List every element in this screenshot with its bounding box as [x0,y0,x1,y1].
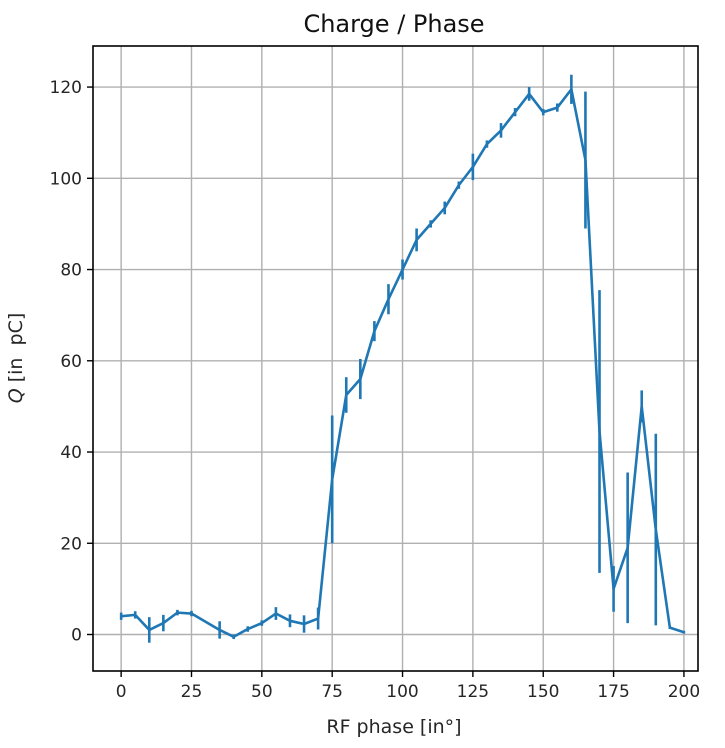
series-line [121,88,685,639]
tick-layer: 0 25 50 75 100 125 150 175 200 0 20 40 60 80 100 120 [50,78,701,702]
x-tick-label: 150 [527,682,559,702]
x-axis-label: RF phase [in°] [326,716,461,738]
grid-layer [93,46,698,671]
y-axis-label: Q [in pC] [5,313,27,404]
x-tick-label: 175 [597,682,629,702]
y-tick-label: 80 [60,261,82,281]
x-tick-label: 0 [116,682,127,702]
series-layer [119,74,686,643]
x-tick-label: 75 [321,682,343,702]
y-tick-label: 40 [60,443,82,463]
chart-title: Charge / Phase [303,10,484,38]
y-tick-label: 100 [50,169,82,189]
x-tick-label: 100 [386,682,418,702]
y-axis-label-units: [in pC] [5,313,27,389]
x-tick-label: 200 [668,682,700,702]
x-tick-label: 125 [457,682,489,702]
y-tick-label: 120 [50,78,82,98]
x-tick-label: 50 [251,682,273,702]
y-axis-label-symbol: Q [5,388,27,403]
x-tick-label: 25 [181,682,203,702]
y-tick-label: 20 [60,534,82,554]
y-tick-label: 0 [71,626,82,646]
plot-frame [92,45,699,672]
y-tick-label: 60 [60,352,82,372]
